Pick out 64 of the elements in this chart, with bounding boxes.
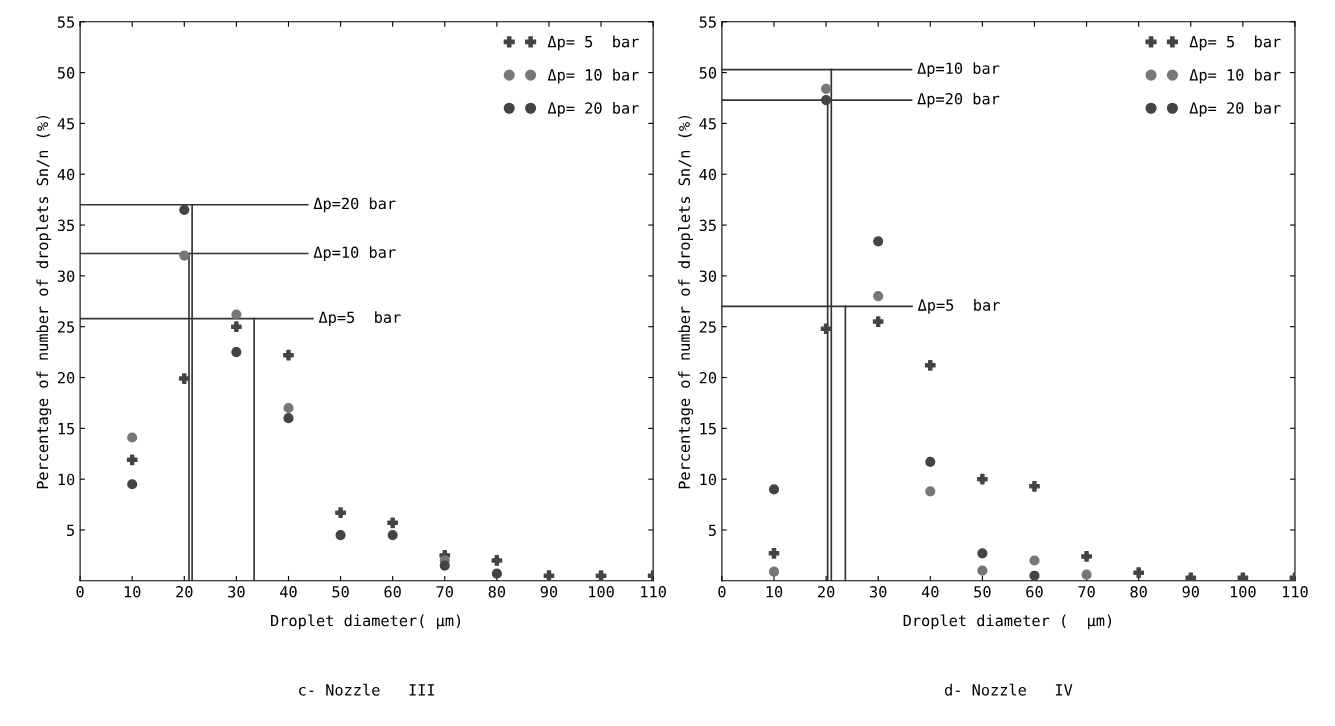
y-tick-label: 10 [58,473,75,486]
y-tick-label: 20 [699,372,717,384]
annotation: Δp=20 bar [917,92,1000,108]
y-tick-label: 30 [57,270,75,282]
y-tick-label: 55 [57,16,75,28]
x-tick-label: 80 [1130,586,1147,598]
x-tick-label: 20 [176,586,193,598]
legend-label: Δp= 20 bar [547,102,639,117]
x-tick-label: 100 [589,586,614,598]
x-tick-label: 110 [641,586,666,598]
y-axis-title: Percentage of number of droplets Sn/n (%) [36,115,52,489]
x-tick-label: 30 [228,586,245,598]
x-tick-label: 10 [124,586,141,598]
x-tick-label: 0 [718,586,726,598]
x-tick-label: 20 [818,586,835,598]
legend-label: Δp= 10 bar [1189,68,1281,84]
y-tick-label: 30 [699,270,717,282]
x-axis-title: Droplet diameter( µm) [271,614,461,630]
x-tick-label: 100 [1230,586,1256,598]
annotation: Δp=10 bar [917,62,1000,77]
text: c- Nozzle III [299,683,435,696]
legend-label: Δp= 5 bar [547,35,639,51]
annotation: Δp=5 bar [917,299,1000,314]
y-axis-title: Percentage of number of droplets Sn/n (%) [678,115,694,489]
y-tick-label: 50 [699,67,717,79]
x-tick-label: 40 [280,586,297,598]
y-tick-label: 25 [699,321,716,333]
x-tick-label: 0 [76,586,84,598]
x-axis-title: Droplet diameter ( µm) [903,614,1112,630]
legend-label: Δp= 5 bar [1189,35,1281,51]
x-tick-label: 90 [1182,586,1199,598]
x-tick-label: 10 [766,586,783,598]
x-tick-label: 90 [540,586,558,598]
y-tick-label: 55 [699,16,716,28]
annotation: Δp=20 bar [313,197,396,213]
y-tick-label: 5 [67,524,75,537]
x-tick-label: 50 [974,586,991,598]
x-tick-label: 60 [384,586,401,598]
y-tick-label: 25 [57,321,75,333]
x-tick-label: 50 [332,586,349,598]
y-tick-label: 45 [699,118,716,130]
annotation: Δp=5 bar [318,311,401,326]
annotation: Δp=10 bar [313,246,396,261]
y-tick-label: 35 [57,219,75,232]
x-tick-label: 40 [921,586,939,598]
x-tick-label: 30 [870,586,887,598]
y-tick-label: 40 [699,168,717,181]
y-tick-label: 50 [57,67,75,79]
legend-label: Δp= 20 bar [1189,102,1281,117]
y-tick-label: 10 [700,473,717,486]
y-tick-label: 15 [58,423,75,435]
x-tick-label: 70 [436,586,453,598]
x-tick-label: 80 [488,586,506,598]
y-tick-label: 15 [700,423,716,435]
y-tick-label: 35 [699,219,716,232]
legend-label: Δp= 10 bar [547,68,639,84]
x-tick-label: 110 [1282,586,1308,598]
x-tick-label: 60 [1026,586,1043,598]
y-tick-label: 20 [57,372,75,384]
y-tick-label: 45 [57,118,75,130]
y-tick-label: 5 [708,524,716,537]
y-tick-label: 40 [57,168,75,181]
text: d- Nozzle IV [944,683,1073,696]
x-tick-label: 70 [1078,586,1095,598]
